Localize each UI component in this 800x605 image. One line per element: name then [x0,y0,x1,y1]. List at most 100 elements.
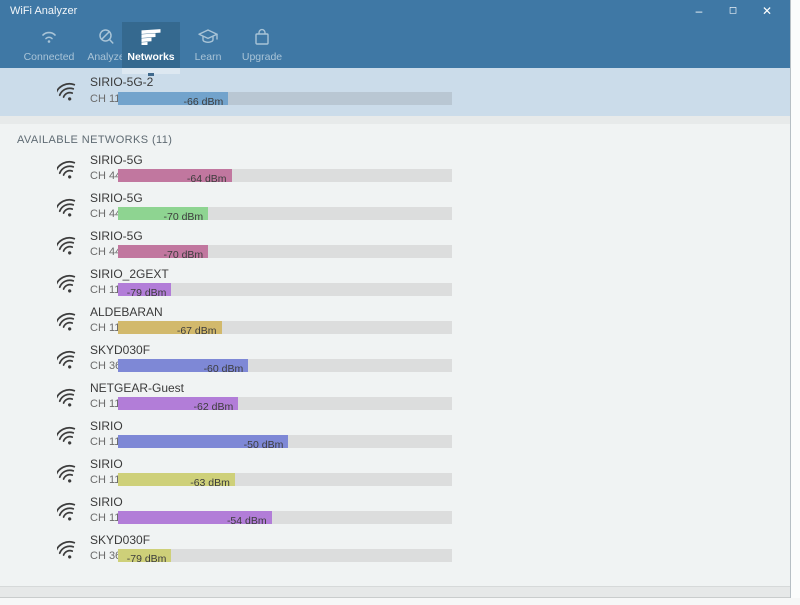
signal-bar-track: -66 dBm [118,92,452,108]
shopping-bag-icon [253,28,271,51]
network-channel: CH 11 [90,436,121,448]
signal-dbm-label: -66 dBm [183,96,224,108]
signal-bar-fill: -70 dBm [118,245,209,261]
network-ssid: SIRIO-5G-2 [90,75,154,89]
signal-dbm-label: -62 dBm [193,401,234,413]
network-channel: CH 11 [90,398,121,410]
selected-tab-indicator [122,68,180,76]
network-channel: CH 36 [90,360,122,372]
wifi-signal-icon [54,157,83,183]
wifi-signal-icon [54,385,83,411]
signal-dbm-label: -64 dBm [186,173,227,185]
network-channel: CH 44 [90,246,122,258]
signal-bar-fill: -63 dBm [118,473,235,489]
connected-network-section: SIRIO-5G-2 CH 116 -66 dBm [0,68,790,116]
wifi-signal-icon [54,347,83,373]
network-list: SIRIO-5G CH 44 -64 dBm SIRIO-5G CH 44 -7… [0,152,790,570]
tab-networks[interactable]: Networks [122,22,180,68]
network-ssid: SIRIO [90,495,123,509]
signal-bar-fill: -70 dBm [118,207,209,223]
network-ssid: SKYD030F [90,533,151,547]
magnifier-icon [96,28,116,51]
signal-bar-fill: -79 dBm [118,283,172,299]
wifi-signal-icon [54,195,83,221]
network-ssid: SIRIO-5G [90,153,143,167]
network-ssid: ALDEBARAN [90,305,163,319]
signal-dbm-label: -60 dBm [203,363,244,375]
network-row-2[interactable]: SIRIO-5G CH 44 -70 dBm [0,228,790,266]
network-row-9[interactable]: SIRIO CH 11 -54 dBm [0,494,790,532]
wifi-signal-icon [54,423,83,449]
network-channel: CH 36 [90,550,122,562]
minimize-button[interactable]: – [695,4,703,18]
network-row-6[interactable]: NETGEAR-Guest CH 11 -62 dBm [0,380,790,418]
signal-bar-fill: -79 dBm [118,549,172,565]
wifi-signal-icon [54,537,83,563]
network-row-0[interactable]: SIRIO-5G CH 44 -64 dBm [0,152,790,190]
signal-bar-fill: -54 dBm [118,511,272,527]
network-channel: CH 11 [90,474,121,486]
network-channel: CH 44 [90,208,122,220]
network-channel: CH 44 [90,170,122,182]
network-row-3[interactable]: SIRIO_2GEXT CH 11 -79 dBm [0,266,790,304]
signal-bar-track: -79 dBm [118,283,452,299]
network-row-5[interactable]: SKYD030F CH 36 -60 dBm [0,342,790,380]
network-ssid: SIRIO-5G [90,229,143,243]
tab-label: Analyze [87,51,125,63]
network-channel: CH 11 [90,322,121,334]
wifi-signal-icon [54,233,83,259]
network-ssid: SIRIO [90,419,123,433]
horizontal-scrollbar[interactable] [0,586,790,598]
network-ssid: SIRIO [90,457,123,471]
window-title: WiFi Analyzer [10,5,78,17]
network-bars-icon [140,28,162,50]
section-divider [0,116,790,124]
tab-connected[interactable]: Connected [18,22,80,68]
signal-bar-track: -50 dBm [118,435,452,451]
signal-bar-track: -60 dBm [118,359,452,375]
graduation-cap-icon [197,28,219,50]
signal-bar-track: -79 dBm [118,549,452,565]
available-networks-header: AVAILABLE NETWORKS (11) [17,134,173,146]
signal-dbm-label: -50 dBm [243,439,284,451]
wifi-signal-icon [54,271,83,297]
tab-label: Networks [127,51,175,63]
signal-bar-track: -64 dBm [118,169,452,185]
tab-label: Connected [23,51,75,63]
tab-bar: Connected Analyze [0,22,790,68]
signal-bar-fill: -66 dBm [118,92,229,108]
signal-bar-fill: -62 dBm [118,397,239,413]
signal-dbm-label: -79 dBm [126,553,167,565]
desktop-background [0,598,800,605]
signal-bar-track: -70 dBm [118,207,452,223]
network-row-1[interactable]: SIRIO-5G CH 44 -70 dBm [0,190,790,228]
tab-analyze[interactable]: Analyze [82,22,130,68]
maximize-button[interactable]: ◻ [728,5,738,16]
network-channel: CH 11 [90,512,121,524]
signal-dbm-label: -67 dBm [176,325,217,337]
connected-network-row[interactable]: SIRIO-5G-2 CH 116 -66 dBm [0,68,790,108]
signal-bar-fill: -64 dBm [118,169,232,185]
tab-learn[interactable]: Learn [186,22,230,68]
signal-dbm-label: -70 dBm [163,249,204,261]
network-row-4[interactable]: ALDEBARAN CH 11 -67 dBm [0,304,790,342]
wifi-icon [38,28,60,49]
signal-bar-track: -70 dBm [118,245,452,261]
network-row-8[interactable]: SIRIO CH 11 -63 dBm [0,456,790,494]
network-ssid: SIRIO-5G [90,191,143,205]
signal-bar-track: -54 dBm [118,511,452,527]
wifi-signal-icon [54,461,83,487]
close-button[interactable]: ✕ [761,4,773,18]
signal-bar-fill: -50 dBm [118,435,289,451]
network-row-7[interactable]: SIRIO CH 11 -50 dBm [0,418,790,456]
tab-label: Upgrade [241,51,283,63]
tab-upgrade[interactable]: Upgrade [234,22,290,68]
wifi-analyzer-window: WiFi Analyzer – ◻ ✕ Connected [0,0,791,598]
signal-bar-track: -62 dBm [118,397,452,413]
network-row-10[interactable]: SKYD030F CH 36 -79 dBm [0,532,790,570]
network-channel: CH 116 [90,93,127,105]
wifi-signal-icon [54,499,83,525]
signal-bar-track: -67 dBm [118,321,452,337]
signal-dbm-label: -63 dBm [190,477,230,489]
